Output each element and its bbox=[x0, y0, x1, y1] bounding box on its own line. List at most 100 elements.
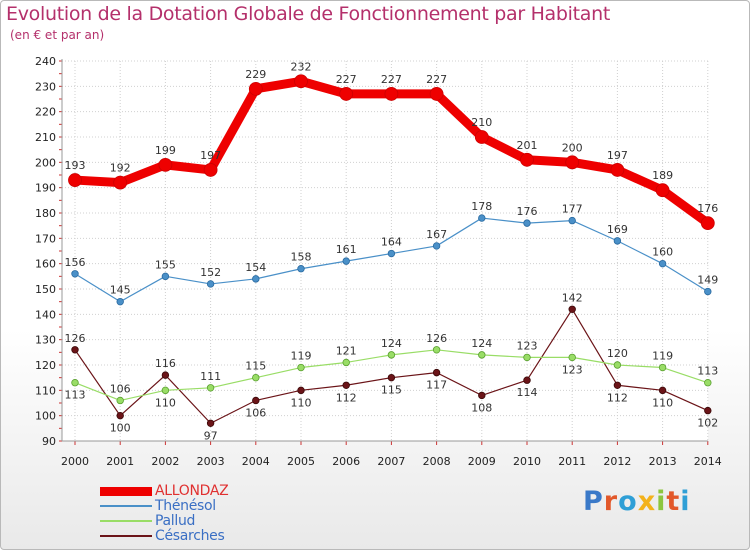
y-tick-label: 120 bbox=[35, 359, 56, 372]
x-tick-label: 2005 bbox=[287, 455, 315, 468]
data-label: 115 bbox=[245, 360, 266, 373]
data-label: 210 bbox=[471, 116, 492, 129]
x-tick-label: 2003 bbox=[197, 455, 225, 468]
logo-letter: t bbox=[666, 486, 681, 517]
data-point bbox=[158, 157, 173, 172]
data-label: 112 bbox=[607, 391, 628, 404]
data-point bbox=[478, 391, 486, 400]
data-point bbox=[71, 379, 79, 387]
data-label: 227 bbox=[336, 73, 357, 86]
legend-label: Césarches bbox=[155, 528, 225, 544]
data-label: 123 bbox=[517, 339, 538, 352]
legend-label: Thénésol bbox=[155, 498, 216, 514]
data-point bbox=[520, 152, 534, 167]
data-point bbox=[252, 373, 260, 382]
data-point bbox=[116, 411, 124, 420]
data-point bbox=[655, 183, 670, 198]
data-label: 124 bbox=[471, 337, 492, 350]
x-tick-label: 2010 bbox=[513, 455, 541, 468]
data-point bbox=[704, 287, 712, 296]
data-label: 200 bbox=[562, 141, 583, 154]
data-point bbox=[704, 406, 712, 415]
data-point bbox=[161, 272, 170, 281]
y-tick-label: 180 bbox=[35, 207, 56, 220]
data-label: 121 bbox=[336, 344, 357, 357]
axes: 9010011012013014015016017018019020021022… bbox=[35, 55, 722, 468]
data-point bbox=[432, 242, 441, 250]
data-label: 167 bbox=[426, 228, 447, 241]
logo-letter: x bbox=[637, 486, 657, 517]
data-point bbox=[252, 396, 260, 405]
x-tick-label: 2009 bbox=[468, 455, 496, 468]
data-point bbox=[658, 386, 667, 395]
data-point bbox=[161, 371, 170, 379]
data-point bbox=[432, 368, 441, 377]
data-point bbox=[700, 216, 715, 231]
data-label: 117 bbox=[426, 379, 447, 392]
x-tick-label: 2013 bbox=[649, 455, 677, 468]
data-label: 110 bbox=[291, 396, 312, 409]
data-label: 229 bbox=[245, 68, 266, 81]
data-label: 108 bbox=[471, 401, 492, 414]
data-label: 97 bbox=[204, 429, 218, 442]
data-label: 232 bbox=[291, 60, 312, 73]
legend-swatch bbox=[100, 535, 152, 537]
data-label: 145 bbox=[110, 284, 131, 297]
data-label: 201 bbox=[517, 139, 538, 152]
data-point bbox=[658, 363, 667, 372]
chart-subtitle: (en € et par an) bbox=[10, 28, 105, 42]
data-point bbox=[206, 384, 215, 392]
data-point bbox=[203, 163, 218, 177]
data-label: 100 bbox=[110, 422, 131, 435]
data-label: 197 bbox=[607, 149, 628, 162]
data-point bbox=[297, 363, 305, 372]
logo-letter: i bbox=[680, 486, 691, 517]
y-tick-label: 240 bbox=[35, 55, 56, 68]
data-point bbox=[248, 81, 263, 96]
data-point bbox=[297, 386, 305, 395]
data-label: 126 bbox=[65, 332, 86, 345]
data-label: 154 bbox=[245, 261, 266, 274]
data-label: 176 bbox=[697, 202, 718, 215]
data-point bbox=[704, 379, 712, 387]
data-point bbox=[206, 419, 215, 427]
data-label: 114 bbox=[517, 386, 538, 399]
legend-swatch bbox=[100, 486, 152, 496]
data-label: 111 bbox=[200, 370, 221, 383]
data-label: 106 bbox=[245, 406, 266, 419]
data-point bbox=[342, 257, 350, 265]
x-tick-label: 2002 bbox=[151, 455, 179, 468]
data-point bbox=[613, 237, 622, 245]
data-label: 156 bbox=[65, 256, 86, 269]
data-point bbox=[613, 381, 622, 389]
data-label: 102 bbox=[697, 417, 718, 430]
data-label: 120 bbox=[607, 347, 628, 360]
data-label: 158 bbox=[291, 251, 312, 264]
data-point bbox=[116, 297, 124, 306]
data-point bbox=[68, 173, 82, 187]
y-tick-label: 220 bbox=[35, 106, 56, 119]
data-label: 192 bbox=[110, 162, 131, 175]
data-label: 164 bbox=[381, 236, 402, 249]
y-tick-label: 100 bbox=[35, 410, 56, 423]
data-point bbox=[387, 249, 396, 258]
y-tick-label: 130 bbox=[35, 334, 56, 347]
data-point bbox=[568, 305, 576, 313]
logo-letter: r bbox=[603, 486, 619, 517]
data-label: 113 bbox=[697, 365, 718, 378]
data-point bbox=[294, 74, 308, 89]
data-label: 110 bbox=[155, 396, 176, 409]
legend-swatch bbox=[100, 520, 152, 522]
data-label: 177 bbox=[562, 203, 583, 216]
data-point bbox=[478, 214, 486, 222]
plot-area bbox=[62, 61, 708, 441]
data-label: 161 bbox=[336, 243, 357, 256]
x-tick-label: 2004 bbox=[242, 455, 270, 468]
data-label: 124 bbox=[381, 337, 402, 350]
y-tick-label: 210 bbox=[35, 131, 56, 144]
y-tick-label: 110 bbox=[35, 384, 56, 397]
data-point bbox=[297, 265, 305, 273]
series-lines bbox=[68, 74, 715, 427]
x-tick-label: 2014 bbox=[694, 455, 722, 468]
